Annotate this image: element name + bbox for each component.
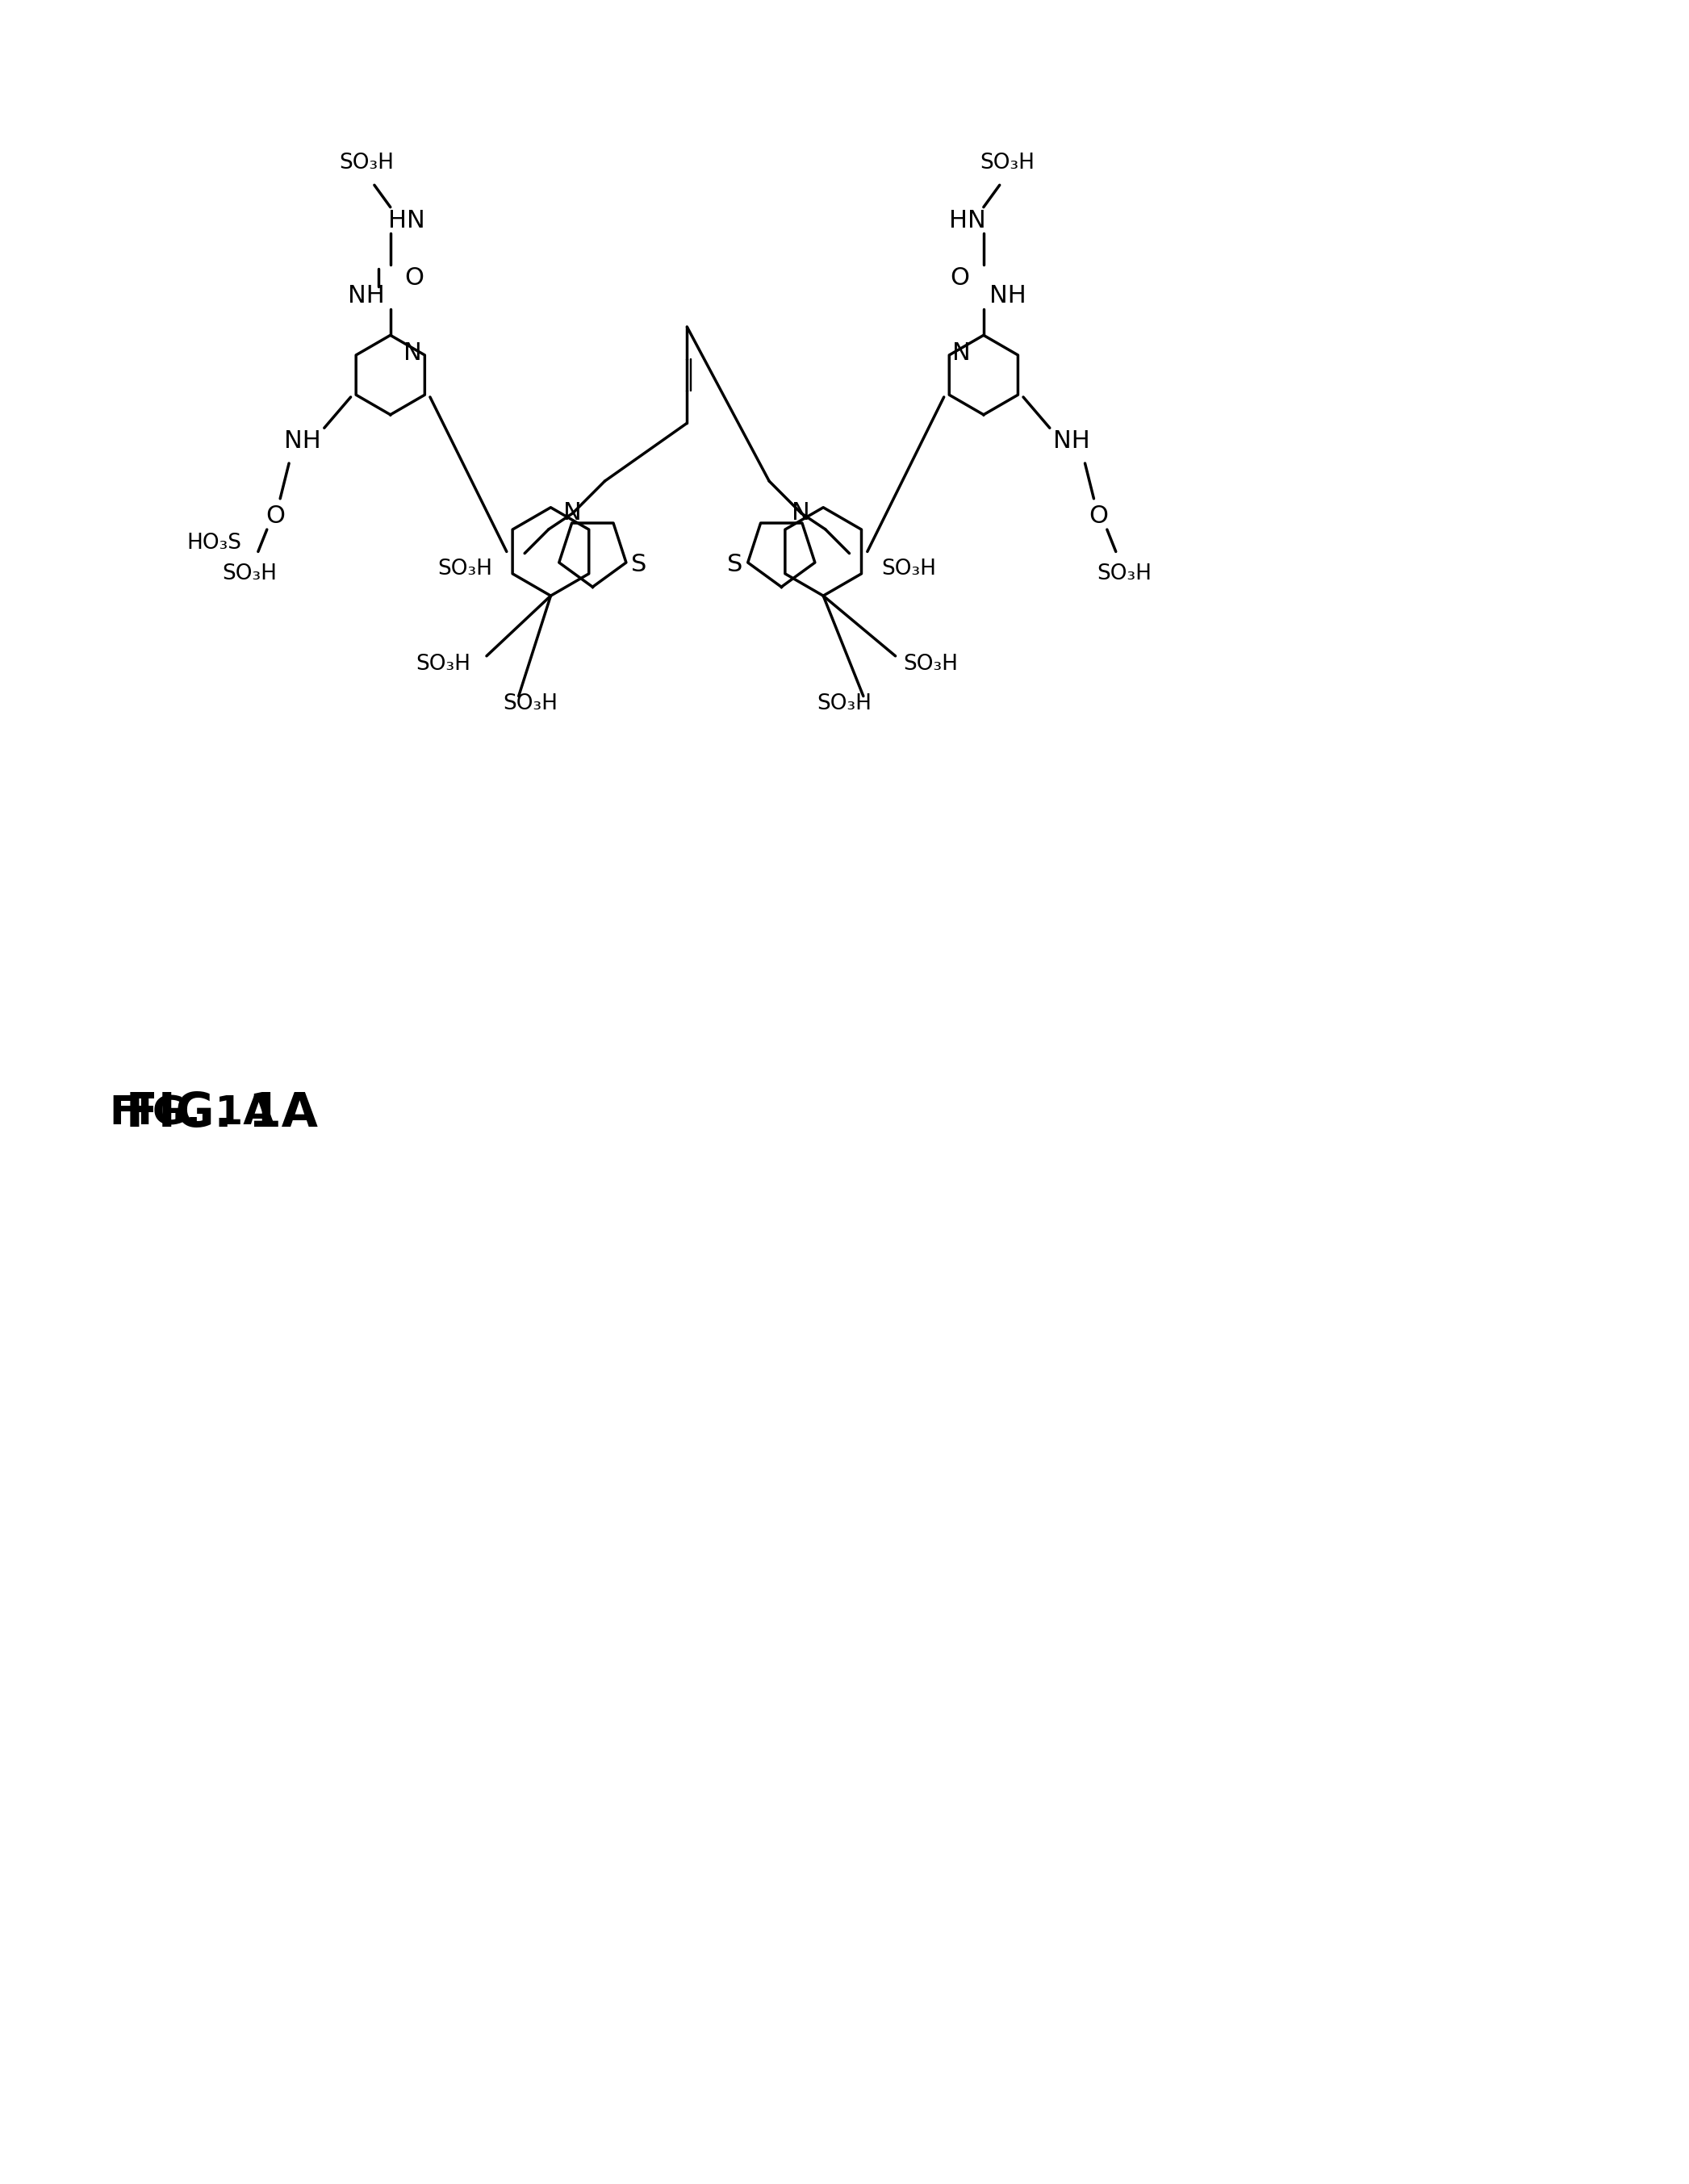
Text: N: N — [564, 502, 583, 524]
Text: SO₃H: SO₃H — [882, 559, 936, 581]
Text: NH: NH — [348, 284, 385, 308]
Text: S: S — [632, 553, 647, 577]
Text: SO₃H: SO₃H — [816, 695, 872, 714]
Text: N: N — [404, 341, 422, 365]
Text: O: O — [267, 505, 285, 529]
Text: SO₃H: SO₃H — [503, 695, 557, 714]
Text: SO₃H: SO₃H — [221, 563, 277, 583]
Text: NH: NH — [990, 284, 1027, 308]
Text: NH: NH — [1054, 430, 1089, 452]
Text: SO₃H: SO₃H — [415, 653, 471, 675]
Text: S: S — [728, 553, 743, 577]
Text: HO₃S: HO₃S — [186, 533, 242, 553]
Text: N: N — [953, 341, 971, 365]
Text: FIG. 1A: FIG. 1A — [127, 1090, 318, 1136]
Text: O: O — [405, 266, 424, 290]
Text: O: O — [1088, 505, 1108, 529]
Text: NH: NH — [284, 430, 321, 452]
Text: SO₃H: SO₃H — [904, 653, 958, 675]
Text: FIG. 1A: FIG. 1A — [110, 1094, 274, 1133]
Text: SO₃H: SO₃H — [980, 153, 1035, 173]
Text: N: N — [792, 502, 811, 524]
Text: SO₃H: SO₃H — [437, 559, 493, 581]
Text: SO₃H: SO₃H — [1098, 563, 1152, 583]
Text: SO₃H: SO₃H — [339, 153, 394, 173]
Text: O: O — [949, 266, 969, 290]
Text: HN: HN — [949, 210, 986, 232]
Text: HN: HN — [388, 210, 426, 232]
